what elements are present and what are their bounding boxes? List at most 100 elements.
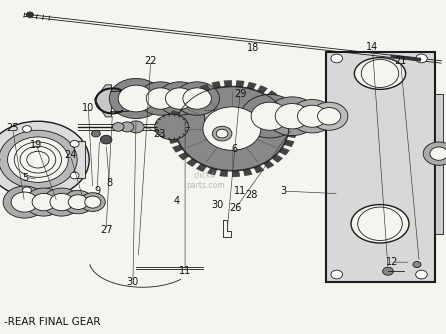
Text: 10: 10 [82,103,95,113]
Text: 30: 30 [127,277,139,287]
Circle shape [275,104,309,129]
Polygon shape [247,82,256,90]
Polygon shape [285,113,295,121]
Polygon shape [178,152,190,160]
Polygon shape [200,84,211,93]
Text: 26: 26 [230,203,242,213]
Text: 28: 28 [245,190,257,200]
Text: 18: 18 [247,43,260,53]
Circle shape [8,137,68,182]
Circle shape [70,172,79,179]
Circle shape [80,193,105,211]
Text: 24: 24 [64,150,77,160]
Circle shape [146,88,175,109]
Ellipse shape [351,204,409,243]
Ellipse shape [355,57,406,90]
Polygon shape [169,110,181,118]
Text: 27: 27 [100,225,112,235]
Text: 14: 14 [366,42,379,52]
Polygon shape [287,123,297,129]
Bar [204,94,214,125]
Polygon shape [219,170,228,177]
Polygon shape [391,55,421,61]
Polygon shape [211,81,221,89]
Text: 12: 12 [386,257,399,267]
Text: 30: 30 [211,200,224,210]
Polygon shape [266,90,278,99]
Circle shape [423,142,446,165]
Circle shape [331,54,343,63]
Text: 21: 21 [394,56,407,66]
Text: 29: 29 [234,89,246,99]
Polygon shape [287,132,297,138]
Circle shape [241,95,299,138]
Circle shape [128,121,144,133]
Text: 5: 5 [22,173,29,183]
Circle shape [138,82,183,115]
Circle shape [22,126,31,132]
Polygon shape [186,158,198,167]
Polygon shape [263,160,274,169]
Circle shape [165,88,194,109]
Circle shape [176,87,288,170]
Circle shape [203,107,261,150]
Polygon shape [181,94,193,103]
Circle shape [100,135,112,144]
Polygon shape [232,170,240,177]
Text: 25: 25 [6,123,19,133]
Circle shape [413,262,421,268]
Circle shape [85,196,101,208]
Circle shape [318,108,341,125]
Circle shape [91,130,100,137]
Polygon shape [224,80,232,87]
Circle shape [118,85,154,112]
Circle shape [112,123,124,131]
Polygon shape [172,145,184,153]
Polygon shape [167,129,177,135]
Circle shape [43,188,80,216]
Text: -REAR FINAL GEAR: -REAR FINAL GEAR [4,317,101,327]
Text: 19: 19 [30,140,43,150]
Polygon shape [95,85,112,117]
Circle shape [155,114,189,140]
Circle shape [416,54,427,63]
Bar [435,94,443,234]
Polygon shape [169,137,179,144]
Circle shape [0,121,89,198]
Text: 3: 3 [280,186,286,196]
Polygon shape [257,85,268,94]
Circle shape [216,129,228,138]
Polygon shape [236,80,244,88]
Circle shape [175,82,219,115]
Polygon shape [271,154,283,163]
Polygon shape [190,88,201,97]
Circle shape [25,188,62,216]
Polygon shape [283,140,294,147]
Circle shape [3,186,46,218]
Circle shape [70,140,79,147]
Circle shape [416,270,427,279]
Text: 4: 4 [173,196,179,206]
Bar [74,141,85,178]
Circle shape [11,192,38,212]
Polygon shape [278,147,290,156]
Circle shape [26,12,33,17]
Polygon shape [174,102,186,110]
Circle shape [22,187,31,194]
Circle shape [157,82,202,115]
Polygon shape [280,105,292,113]
Circle shape [251,102,289,130]
Circle shape [0,130,77,189]
Circle shape [109,78,163,119]
Circle shape [50,193,73,211]
Text: 11: 11 [179,266,191,276]
Circle shape [266,97,318,136]
Circle shape [62,190,94,214]
Bar [326,52,435,282]
Circle shape [383,267,393,275]
Polygon shape [196,163,207,172]
Circle shape [297,105,327,127]
Circle shape [32,193,55,211]
Circle shape [183,88,211,109]
Polygon shape [253,165,264,173]
